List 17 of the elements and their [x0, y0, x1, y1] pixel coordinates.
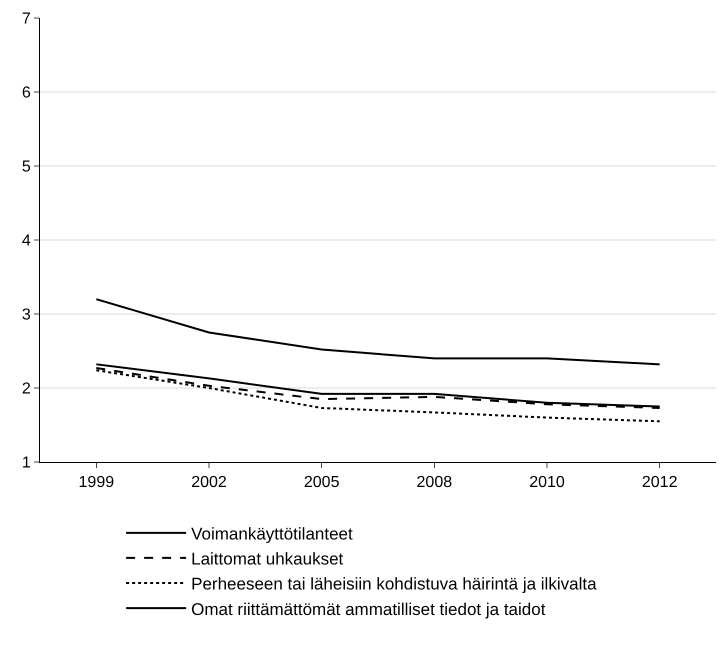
x-tick-label: 2005 [304, 474, 340, 492]
y-tick-label: 2 [22, 380, 31, 398]
y-tick-label: 3 [22, 306, 31, 324]
legend-label: Perheeseen tai läheisiin kohdistuva häirintä ja ilkivalta [191, 574, 598, 594]
x-tick-label: 2002 [191, 474, 227, 492]
y-tick-label: 7 [22, 10, 31, 28]
legend-label: Omat riittämättömät ammatilliset tiedot ja taidot [191, 600, 546, 619]
legend-label: Voimankäyttötilanteet [191, 524, 353, 544]
x-tick-label: 2010 [529, 474, 565, 492]
y-tick-label: 5 [22, 158, 31, 176]
y-tick-label: 1 [22, 454, 31, 472]
legend-label: Laittomat uhkaukset [191, 550, 344, 569]
y-tick-label: 4 [22, 232, 31, 250]
x-tick-label: 2008 [416, 474, 452, 492]
x-tick-label: 2012 [642, 474, 678, 492]
x-tick-label: 1999 [78, 474, 114, 492]
y-tick-label: 6 [22, 84, 31, 102]
